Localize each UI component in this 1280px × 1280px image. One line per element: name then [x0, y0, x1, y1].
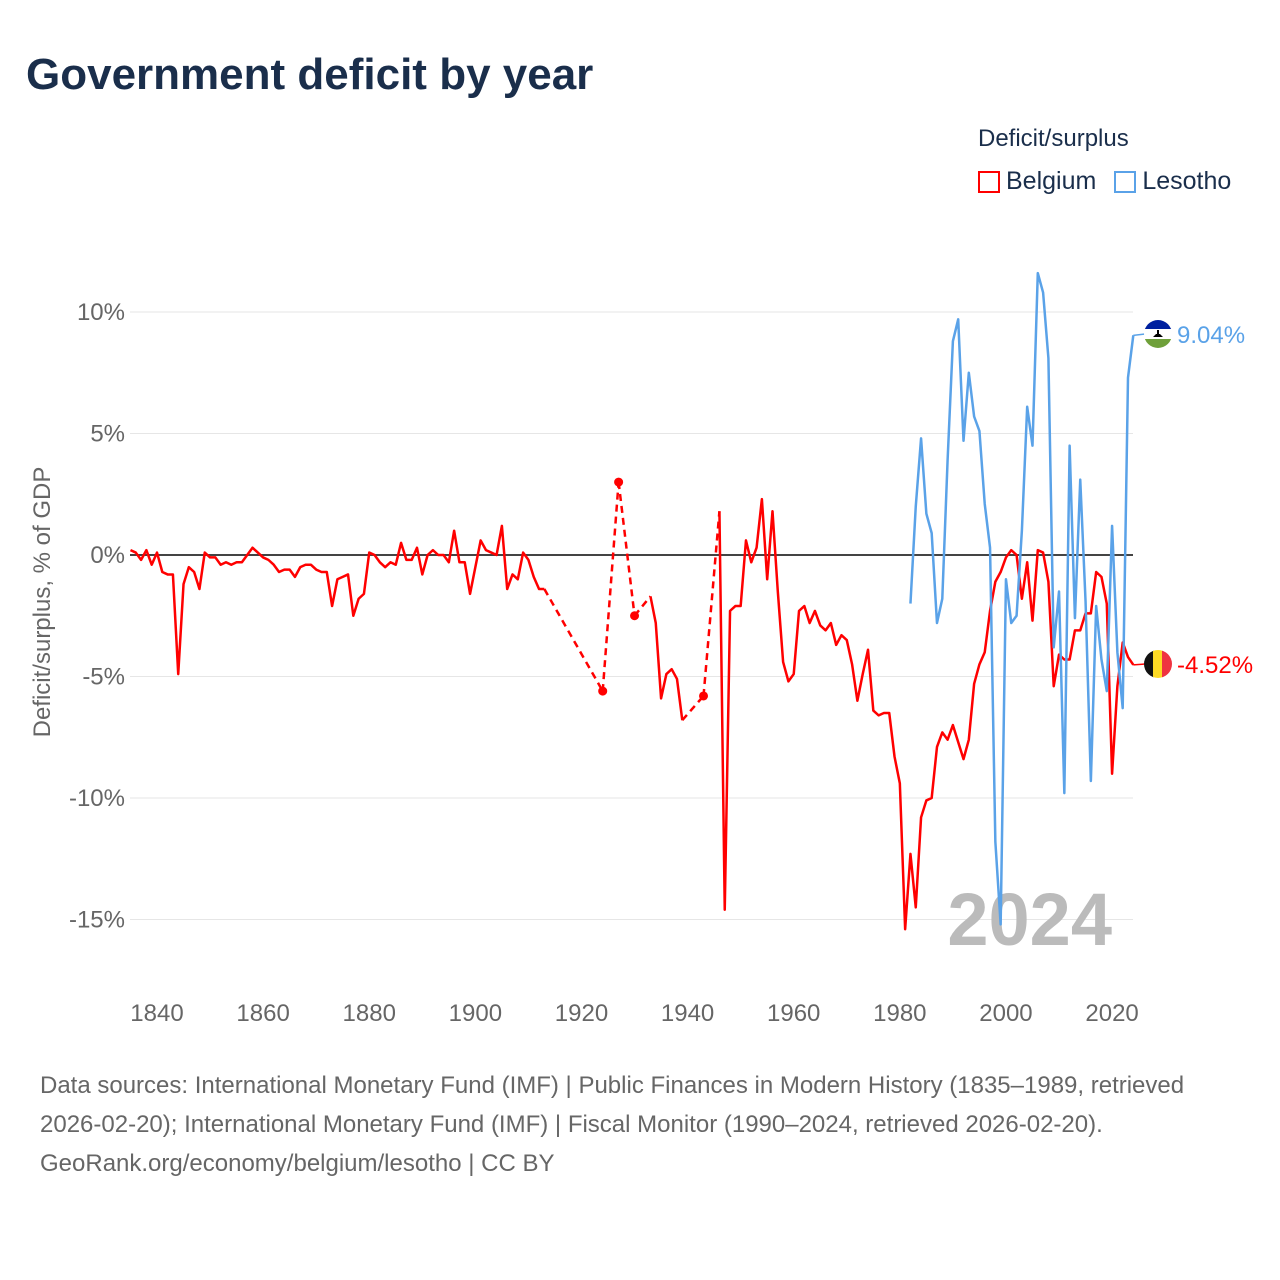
series-line-belgium [649, 596, 684, 721]
legend-label: Lesotho [1142, 167, 1232, 195]
flag-body [1144, 320, 1172, 348]
x-tick-label: 1840 [130, 1000, 183, 1027]
y-tick-label: -15% [69, 907, 125, 934]
x-tick-label: 1980 [873, 1000, 926, 1027]
legend-item-belgium[interactable]: Belgium [978, 167, 1096, 196]
series-gap-belgium [617, 481, 636, 616]
credit-link[interactable]: GeoRank.org/economy/belgium/lesotho | CC… [40, 1150, 555, 1177]
legend-swatch-belgium [978, 170, 1000, 193]
x-tick-label: 1940 [661, 1000, 714, 1027]
data-point-belgium [699, 691, 709, 701]
legend: Belgium Lesotho [978, 167, 1231, 196]
series-line-belgium [129, 524, 545, 676]
series-line-belgium [718, 497, 1135, 931]
series-gap-belgium [601, 482, 620, 692]
end-label-lesotho: 9.04% [1177, 322, 1245, 349]
y-tick-label: 10% [77, 299, 125, 326]
flag-body [1144, 650, 1172, 678]
x-tick-label: 1920 [555, 1000, 608, 1027]
flag-stripe [1153, 650, 1163, 678]
x-tick-label: 1900 [449, 1000, 502, 1027]
series-gap-belgium [702, 511, 721, 697]
y-tick-label: -10% [69, 785, 125, 812]
data-point-belgium [614, 477, 624, 487]
x-tick-label: 1880 [343, 1000, 396, 1027]
series-line-lesotho [909, 271, 1135, 926]
end-label-belgium: -4.52% [1177, 652, 1253, 679]
year-watermark: 2024 [947, 878, 1112, 961]
end-connector-belgium [1133, 663, 1146, 666]
series-gap-belgium [543, 588, 604, 692]
x-tick-label: 2020 [1085, 1000, 1138, 1027]
legend-title: Deficit/surplus [978, 125, 1129, 152]
flag-lesotho-icon [1144, 320, 1172, 348]
y-axis-label: Deficit/surplus, % of GDP [29, 467, 56, 738]
data-sources: Data sources: International Monetary Fun… [40, 1072, 1185, 1138]
flag-stripe [1144, 320, 1172, 329]
legend-swatch-lesotho [1114, 170, 1137, 193]
x-tick-label: 2000 [979, 1000, 1032, 1027]
y-tick-label: 5% [90, 421, 125, 448]
data-point-belgium [598, 686, 608, 696]
footer: Data sources: International Monetary Fun… [40, 1066, 1240, 1183]
flag-belgium-icon [1144, 650, 1172, 678]
legend-label: Belgium [1006, 167, 1097, 195]
chart-title: Government deficit by year [26, 50, 594, 99]
y-tick-label: -5% [82, 664, 125, 691]
flag-stripe [1144, 339, 1172, 348]
end-connector-lesotho [1133, 333, 1146, 337]
x-tick-label: 1860 [236, 1000, 289, 1027]
series-gap-belgium [681, 695, 705, 722]
x-tick-label: 1960 [767, 1000, 820, 1027]
flag-hat [1153, 330, 1163, 337]
flag-stripe [1144, 650, 1154, 678]
data-point-belgium [630, 611, 640, 621]
flag-stripe [1162, 650, 1172, 678]
legend-item-lesotho[interactable]: Lesotho [1114, 167, 1231, 196]
y-tick-label: 0% [90, 542, 125, 569]
